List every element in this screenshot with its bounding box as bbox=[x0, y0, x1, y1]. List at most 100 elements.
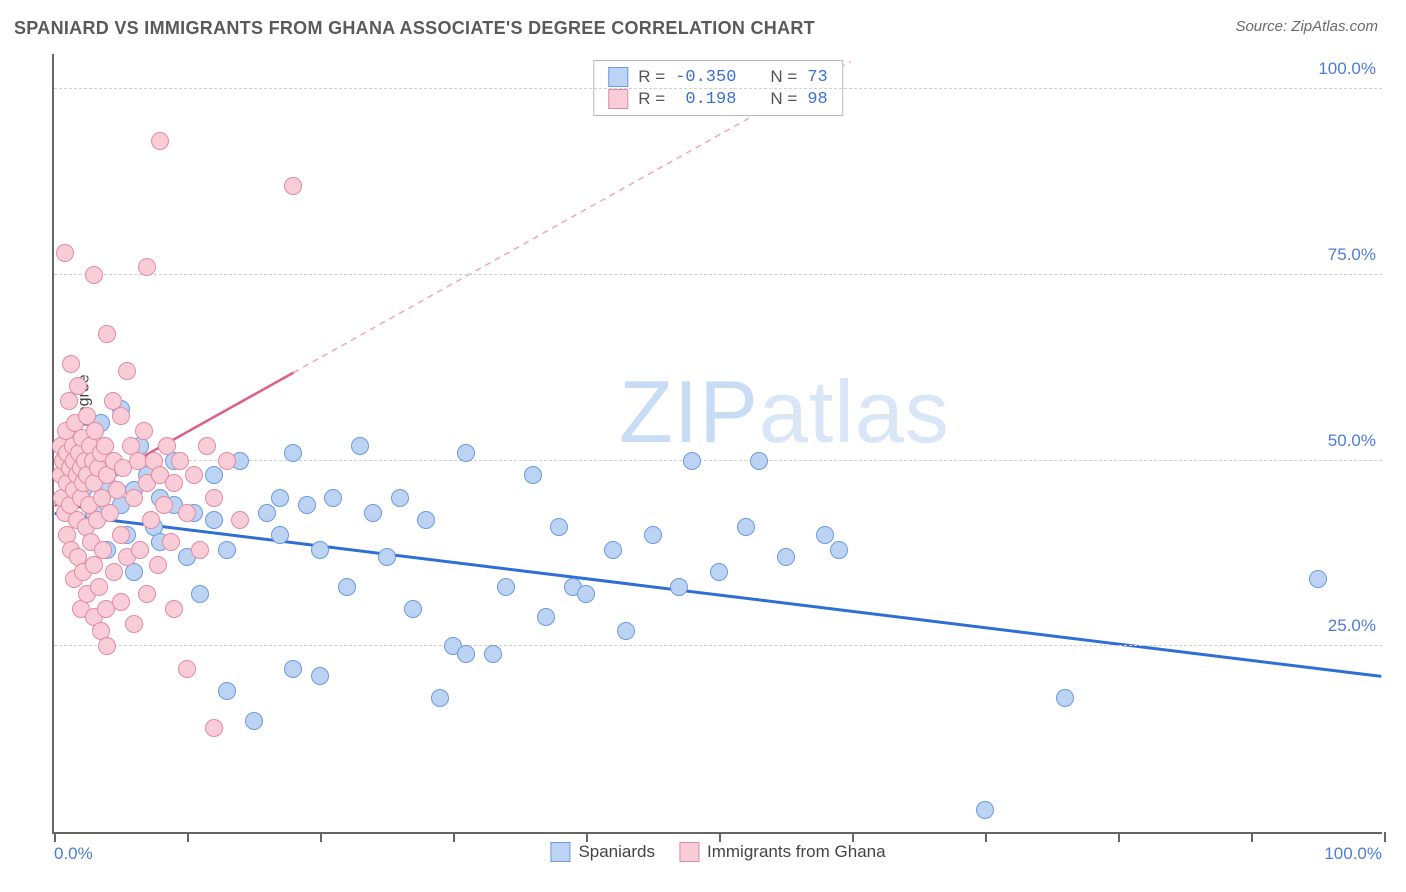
gridline bbox=[54, 645, 1382, 646]
data-point bbox=[338, 578, 356, 596]
n-value: 73 bbox=[807, 68, 827, 87]
data-point bbox=[205, 511, 223, 529]
n-label: N = bbox=[770, 89, 797, 109]
data-point bbox=[550, 518, 568, 536]
r-value: 0.198 bbox=[675, 90, 736, 109]
data-point bbox=[149, 556, 167, 574]
data-point bbox=[976, 801, 994, 819]
data-point bbox=[108, 481, 126, 499]
watermark-light: atlas bbox=[759, 362, 950, 461]
x-axis-min-label: 0.0% bbox=[54, 844, 93, 864]
data-point bbox=[284, 177, 302, 195]
data-point bbox=[171, 452, 189, 470]
source-attribution: Source: ZipAtlas.com bbox=[1235, 18, 1378, 35]
x-tick bbox=[1118, 832, 1120, 842]
gridline bbox=[54, 88, 1382, 89]
x-tick bbox=[985, 832, 987, 842]
data-point bbox=[178, 660, 196, 678]
data-point bbox=[142, 511, 160, 529]
data-point bbox=[191, 585, 209, 603]
watermark-bold: ZIP bbox=[619, 362, 759, 461]
data-point bbox=[105, 563, 123, 581]
gridline bbox=[54, 460, 1382, 461]
data-point bbox=[112, 526, 130, 544]
data-point bbox=[138, 258, 156, 276]
data-point bbox=[644, 526, 662, 544]
data-point bbox=[830, 541, 848, 559]
data-point bbox=[178, 504, 196, 522]
data-point bbox=[165, 600, 183, 618]
x-tick bbox=[719, 832, 721, 842]
r-value: -0.350 bbox=[675, 68, 736, 87]
n-label: N = bbox=[770, 67, 797, 87]
header: SPANIARD VS IMMIGRANTS FROM GHANA ASSOCI… bbox=[0, 0, 1406, 39]
data-point bbox=[577, 585, 595, 603]
r-label: R = bbox=[638, 67, 665, 87]
data-point bbox=[777, 548, 795, 566]
data-point bbox=[62, 355, 80, 373]
legend-row: R = -0.350 N = 73 bbox=[608, 67, 828, 87]
data-point bbox=[311, 667, 329, 685]
data-point bbox=[118, 362, 136, 380]
data-point bbox=[258, 504, 276, 522]
data-point bbox=[218, 682, 236, 700]
x-tick bbox=[187, 832, 189, 842]
data-point bbox=[165, 474, 183, 492]
data-point bbox=[271, 489, 289, 507]
data-point bbox=[98, 637, 116, 655]
data-point bbox=[537, 608, 555, 626]
data-point bbox=[231, 511, 249, 529]
data-point bbox=[56, 244, 74, 262]
series-legend: Spaniards Immigrants from Ghana bbox=[550, 842, 885, 862]
data-point bbox=[101, 504, 119, 522]
data-point bbox=[683, 452, 701, 470]
data-point bbox=[324, 489, 342, 507]
x-tick bbox=[453, 832, 455, 842]
y-tick-label: 25.0% bbox=[1328, 616, 1376, 636]
data-point bbox=[351, 437, 369, 455]
data-point bbox=[198, 437, 216, 455]
chart-title: SPANIARD VS IMMIGRANTS FROM GHANA ASSOCI… bbox=[14, 18, 815, 39]
data-point bbox=[185, 466, 203, 484]
data-point bbox=[417, 511, 435, 529]
watermark: ZIPatlas bbox=[619, 361, 950, 463]
data-point bbox=[245, 712, 263, 730]
x-tick bbox=[320, 832, 322, 842]
series-label: Immigrants from Ghana bbox=[707, 842, 886, 862]
data-point bbox=[138, 585, 156, 603]
x-tick bbox=[586, 832, 588, 842]
series-legend-item: Spaniards bbox=[550, 842, 655, 862]
n-value: 98 bbox=[807, 90, 827, 109]
legend-swatch bbox=[608, 67, 628, 87]
data-point bbox=[284, 660, 302, 678]
data-point bbox=[98, 325, 116, 343]
gridline bbox=[54, 274, 1382, 275]
data-point bbox=[670, 578, 688, 596]
data-point bbox=[497, 578, 515, 596]
data-point bbox=[750, 452, 768, 470]
data-point bbox=[816, 526, 834, 544]
data-point bbox=[85, 266, 103, 284]
data-point bbox=[604, 541, 622, 559]
data-point bbox=[69, 377, 87, 395]
data-point bbox=[191, 541, 209, 559]
data-point bbox=[151, 132, 169, 150]
data-point bbox=[218, 541, 236, 559]
data-point bbox=[457, 645, 475, 663]
data-point bbox=[135, 422, 153, 440]
x-tick bbox=[1384, 832, 1386, 842]
data-point bbox=[94, 541, 112, 559]
data-point bbox=[205, 489, 223, 507]
data-point bbox=[311, 541, 329, 559]
y-tick-label: 100.0% bbox=[1318, 59, 1376, 79]
data-point bbox=[218, 452, 236, 470]
x-tick bbox=[54, 832, 56, 842]
legend-swatch bbox=[679, 842, 699, 862]
data-point bbox=[112, 593, 130, 611]
legend-swatch bbox=[608, 89, 628, 109]
correlation-scatter-chart: ZIPatlas Associate's Degree R =-0.350N =… bbox=[52, 54, 1382, 834]
data-point bbox=[524, 466, 542, 484]
data-point bbox=[271, 526, 289, 544]
series-legend-item: Immigrants from Ghana bbox=[679, 842, 886, 862]
data-point bbox=[284, 444, 302, 462]
